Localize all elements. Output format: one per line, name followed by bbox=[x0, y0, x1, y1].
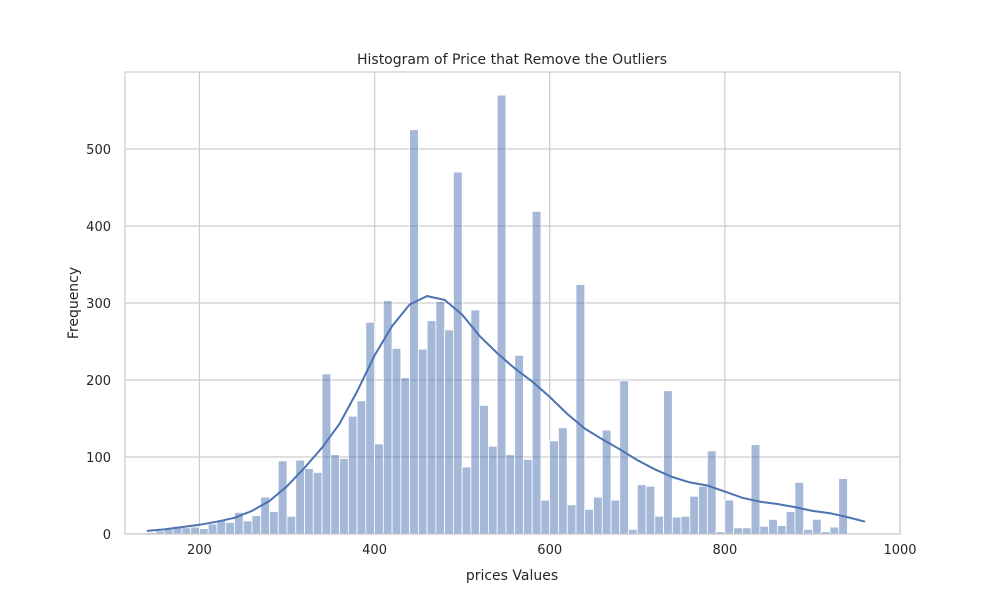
histogram-bar bbox=[750, 444, 761, 535]
histogram-bar bbox=[452, 171, 463, 535]
histogram-bar bbox=[593, 496, 603, 535]
y-tick-labels: 0 100 200 300 400 500 bbox=[86, 143, 111, 543]
histogram-bar bbox=[575, 284, 586, 535]
histogram-bar bbox=[251, 515, 262, 535]
histogram-bar bbox=[523, 458, 533, 535]
histogram-bar bbox=[724, 499, 735, 535]
histogram-bar bbox=[181, 527, 192, 535]
x-tick-label: 600 bbox=[537, 543, 562, 558]
histogram-bar bbox=[461, 466, 472, 535]
histogram-bar bbox=[409, 129, 419, 535]
histogram-bar bbox=[803, 528, 813, 535]
histogram-bar bbox=[505, 454, 516, 535]
histogram-bar bbox=[242, 520, 253, 535]
histogram-bar bbox=[365, 321, 375, 535]
histogram-bar bbox=[654, 515, 664, 535]
histogram-bar bbox=[496, 94, 507, 535]
histogram-bar bbox=[339, 458, 349, 535]
y-tick-label: 500 bbox=[86, 143, 111, 158]
histogram-bar bbox=[785, 511, 796, 535]
y-tick-label: 100 bbox=[86, 451, 111, 466]
histogram-bar bbox=[417, 348, 428, 535]
histogram-bar bbox=[470, 309, 481, 535]
histogram-bar bbox=[199, 528, 209, 535]
histogram-bar bbox=[435, 301, 446, 535]
y-tick-label: 300 bbox=[86, 297, 111, 312]
histogram-bar bbox=[269, 511, 279, 535]
histogram-bar bbox=[628, 528, 638, 535]
histogram-bar bbox=[741, 527, 752, 535]
histogram-bar bbox=[321, 373, 332, 535]
histogram-bar bbox=[645, 485, 656, 535]
histogram-bar bbox=[312, 471, 323, 535]
histogram-bar bbox=[768, 518, 778, 535]
histogram-bar bbox=[304, 468, 314, 535]
x-tick-label: 1000 bbox=[883, 543, 916, 558]
histogram-bar bbox=[610, 499, 621, 535]
histogram-bar bbox=[374, 443, 384, 535]
histogram-bar bbox=[382, 300, 393, 535]
histogram-bar bbox=[400, 377, 411, 535]
histogram-bar bbox=[549, 440, 559, 535]
histogram-bar bbox=[558, 427, 568, 535]
plot-frame bbox=[124, 71, 901, 535]
x-tick-label: 800 bbox=[712, 543, 737, 558]
histogram-bar bbox=[444, 329, 454, 535]
histogram-bar bbox=[680, 515, 691, 535]
histogram-bar bbox=[838, 478, 848, 535]
x-tick-label: 400 bbox=[362, 543, 387, 558]
histogram-bar bbox=[277, 460, 288, 535]
chart-title: Histogram of Price that Remove the Outli… bbox=[357, 52, 667, 68]
histogram-bar bbox=[540, 499, 551, 535]
kde-curve bbox=[146, 295, 866, 532]
histogram-bar bbox=[286, 515, 297, 535]
histogram-bar bbox=[706, 450, 717, 535]
histogram-bar bbox=[514, 354, 524, 535]
histogram-bars bbox=[146, 94, 848, 535]
x-axis-label: prices Values bbox=[466, 568, 558, 584]
histogram-bar bbox=[190, 526, 200, 535]
histogram-bar bbox=[601, 429, 612, 535]
histogram-bar bbox=[698, 485, 708, 535]
histogram-bar bbox=[829, 526, 840, 535]
y-tick-label: 200 bbox=[86, 374, 111, 389]
histogram-bar bbox=[663, 390, 673, 535]
y-tick-label: 0 bbox=[103, 528, 111, 543]
histogram-bar bbox=[391, 348, 402, 535]
histogram-bar bbox=[207, 523, 218, 535]
histogram-bar bbox=[689, 495, 699, 535]
histogram-bar bbox=[330, 454, 340, 535]
histogram-bar bbox=[759, 525, 770, 535]
histogram-bar bbox=[479, 405, 489, 535]
x-tick-label: 200 bbox=[187, 543, 212, 558]
histogram-bar bbox=[812, 518, 822, 535]
histogram-bar bbox=[636, 484, 647, 535]
histogram-bar bbox=[225, 522, 235, 535]
y-axis-label: Frequency bbox=[66, 267, 82, 339]
histogram-bar bbox=[426, 320, 437, 535]
histogram-bar bbox=[347, 415, 358, 535]
histogram-bar bbox=[488, 445, 498, 535]
histogram-bar bbox=[531, 210, 542, 535]
histogram-bar bbox=[777, 525, 787, 535]
histogram-bar bbox=[356, 400, 367, 535]
histogram-bar bbox=[671, 516, 682, 535]
y-tick-label: 400 bbox=[86, 220, 111, 235]
histogram-bar bbox=[584, 508, 594, 535]
grid-lines bbox=[125, 72, 901, 535]
histogram-bar bbox=[619, 380, 629, 535]
histogram-bar bbox=[733, 527, 743, 535]
x-tick-labels: 200 400 600 800 1000 bbox=[187, 543, 917, 558]
histogram-bar bbox=[566, 504, 577, 535]
